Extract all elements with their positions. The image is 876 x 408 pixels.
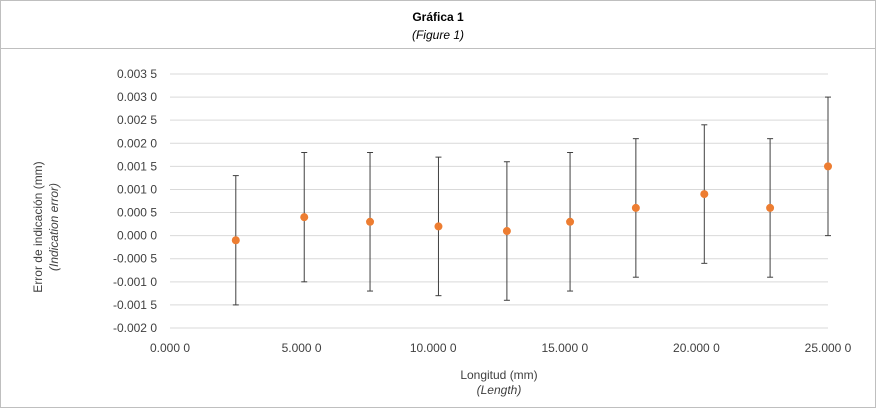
chart-header: Gráfica 1 (Figure 1) (1, 1, 875, 49)
data-point (231, 236, 240, 245)
y-tick-label: 0.000 5 (117, 206, 157, 220)
x-tick-label: 25.000 0 (805, 341, 852, 355)
data-point (566, 217, 575, 226)
y-axis-title: Error de indicación (mm) (31, 161, 45, 292)
data-point (700, 190, 709, 199)
data-point (824, 162, 832, 171)
gridlines (170, 73, 828, 329)
x-axis-title: Longitud (mm) (460, 368, 537, 382)
y-tick-label: 0.000 0 (117, 229, 157, 243)
y-tick-labels: 0.003 5 0.003 0 0.002 5 0.002 0 0.001 5 0.001… (113, 67, 157, 335)
y-axis-subtitle: (Indication error) (47, 183, 61, 271)
data-point (502, 227, 511, 236)
x-tick-labels: 0.000 0 5.000 0 10.000 0 15.000 0 20.000 0 25… (150, 341, 852, 355)
y-tick-label: -0.002 0 (113, 321, 157, 335)
x-tick-label: 5.000 0 (282, 341, 322, 355)
y-tick-label: 0.002 5 (117, 113, 157, 127)
x-tick-label: 20.000 0 (673, 341, 720, 355)
chart-title: Gráfica 1 (412, 10, 464, 24)
x-tick-label: 10.000 0 (410, 341, 457, 355)
y-tick-label: -0.001 5 (113, 298, 157, 312)
data-point (766, 203, 775, 212)
data-point (434, 222, 443, 231)
y-tick-label: 0.003 5 (117, 67, 157, 81)
y-tick-label: 0.001 0 (117, 182, 157, 196)
error-bars (232, 96, 831, 306)
data-point (366, 217, 375, 226)
x-tick-label: 15.000 0 (541, 341, 588, 355)
y-tick-label: -0.001 0 (113, 275, 157, 289)
x-tick-label: 0.000 0 (150, 341, 190, 355)
y-tick-label: 0.003 0 (117, 90, 157, 104)
y-tick-label: -0.000 5 (113, 252, 157, 266)
data-points (231, 162, 832, 245)
y-tick-label: 0.001 5 (117, 159, 157, 173)
y-tick-label: 0.002 0 (117, 136, 157, 150)
data-point (631, 203, 640, 212)
x-axis-subtitle: (Length) (477, 383, 522, 397)
chart-subtitle: (Figure 1) (411, 28, 464, 42)
data-point (300, 213, 309, 222)
